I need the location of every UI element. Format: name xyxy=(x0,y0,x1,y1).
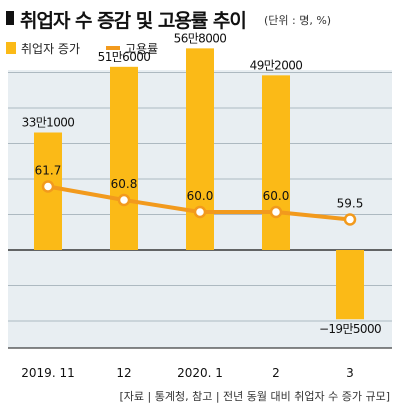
legend-bar-label: 취업자 증가 xyxy=(21,41,81,56)
source-note: [자료 | 통계청, 참고 | 전년 동월 대비 취업자 수 증가 규모] xyxy=(119,390,390,403)
line-label-4: 59.5 xyxy=(337,197,364,211)
x-tick-label-3: 2 xyxy=(272,366,280,380)
x-tick-label-1: 12 xyxy=(116,366,131,380)
bar-label-0: 33만1000 xyxy=(22,115,75,129)
bar-label-2: 56만8000 xyxy=(174,31,227,45)
bar-2 xyxy=(186,48,214,250)
line-point-4 xyxy=(343,213,357,226)
chart-title: 취업자 수 증감 및 고용률 추이 xyxy=(20,10,247,32)
unit-note: (단위 : 명, %) xyxy=(264,14,332,27)
bar-label-4: −19만5000 xyxy=(319,322,381,336)
legend-item-employment-rate: 고용률 xyxy=(106,38,158,58)
line-label-1: 60.8 xyxy=(111,177,138,191)
line-point-2 xyxy=(193,205,207,219)
x-tick-label-2: 2020. 1 xyxy=(177,366,223,380)
line-point-1 xyxy=(117,193,131,207)
line-label-3: 60.0 xyxy=(263,189,290,203)
line-label-0: 61.7 xyxy=(35,164,62,178)
chart-header: 취업자 수 증감 및 고용률 추이 (단위 : 명, %) xyxy=(6,6,396,32)
title-marker xyxy=(6,11,14,25)
legend-line-label: 고용률 xyxy=(125,41,159,56)
bar-1 xyxy=(110,66,138,250)
bar-label-3: 49만2000 xyxy=(250,58,303,72)
line-label-2: 60.0 xyxy=(187,189,214,203)
line-point-3 xyxy=(269,205,283,219)
x-tick-label-0: 2019. 11 xyxy=(21,366,74,380)
bar-3 xyxy=(262,75,290,250)
line-point-0 xyxy=(41,180,55,193)
bar-label-1: 51만6000 xyxy=(98,50,151,64)
legend: 취업자 증가 고용률 xyxy=(6,38,306,58)
legend-bar-swatch xyxy=(6,42,16,54)
bar-4 xyxy=(336,250,364,320)
legend-item-employment-increase: 취업자 증가 xyxy=(6,38,80,58)
legend-line-swatch xyxy=(106,46,120,50)
x-tick-label-4: 3 xyxy=(346,366,354,380)
